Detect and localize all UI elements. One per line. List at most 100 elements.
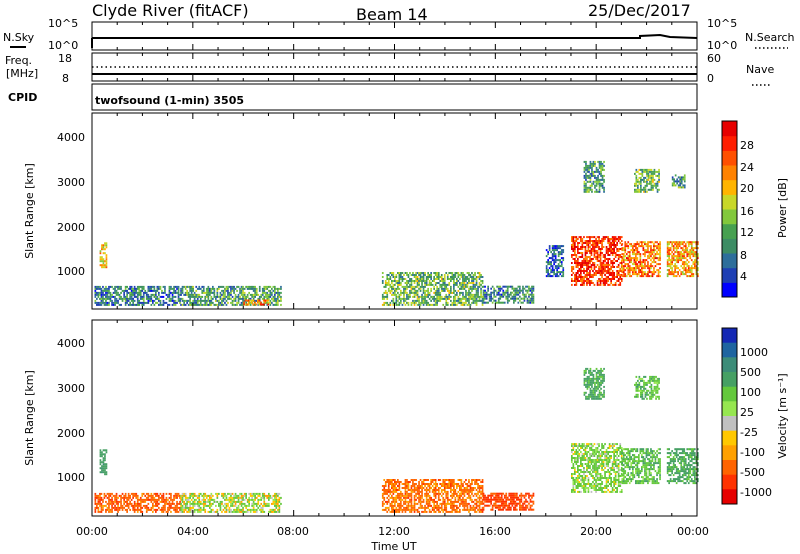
data-cell — [472, 280, 475, 282]
data-cell — [161, 303, 163, 306]
data-cell — [274, 293, 276, 296]
data-cell — [481, 297, 484, 300]
data-cell — [395, 500, 398, 503]
data-cell — [475, 278, 478, 280]
data-cell — [465, 504, 467, 507]
data-cell — [683, 180, 686, 183]
data-cell — [392, 287, 395, 290]
data-cell — [136, 287, 139, 290]
data-cell — [610, 252, 612, 254]
data-cell — [608, 238, 611, 240]
data-cell — [272, 508, 275, 511]
data-cell — [636, 253, 639, 256]
data-cell — [387, 489, 390, 491]
data-cell — [650, 255, 652, 258]
data-cell — [161, 508, 163, 511]
data-cell — [196, 303, 199, 306]
data-cell — [224, 289, 226, 292]
data-cell — [139, 500, 142, 503]
data-cell — [516, 293, 518, 296]
data-cell — [398, 295, 401, 298]
data-cell — [234, 303, 237, 306]
data-cell — [111, 504, 113, 507]
data-cell — [205, 295, 208, 298]
data-cell — [186, 301, 188, 304]
data-cell — [401, 492, 404, 495]
data-cell — [280, 295, 282, 298]
data-cell — [152, 498, 154, 501]
data-cell — [165, 492, 168, 495]
data-cell — [132, 303, 134, 306]
data-cell — [672, 273, 675, 276]
data-cell — [584, 250, 587, 252]
data-cell — [659, 255, 661, 258]
data-cell — [190, 492, 193, 495]
data-cell — [694, 253, 696, 256]
data-cell — [443, 297, 446, 300]
data-cell — [123, 502, 125, 505]
data-cell — [196, 500, 199, 503]
data-cell — [642, 273, 645, 276]
data-cell — [394, 280, 396, 282]
data-cell — [474, 274, 476, 276]
data-cell — [553, 273, 555, 276]
data-cell — [669, 247, 672, 250]
data-cell — [383, 490, 386, 493]
data-cell — [562, 271, 565, 274]
data-cell — [394, 289, 396, 292]
data-cell — [174, 494, 177, 497]
data-cell — [462, 490, 464, 493]
data-cell — [678, 259, 681, 262]
data-cell — [240, 492, 243, 495]
data-cell — [391, 287, 393, 290]
data-cell — [472, 500, 475, 503]
data-cell — [278, 498, 281, 501]
data-cell — [416, 278, 419, 280]
data-cell — [266, 504, 269, 507]
data-cell — [459, 291, 461, 294]
data-cell — [462, 282, 464, 284]
data-cell — [198, 496, 201, 499]
data-cell — [453, 485, 455, 487]
data-cell — [594, 190, 596, 193]
data-cell — [260, 510, 263, 513]
data-cell — [656, 269, 658, 272]
data-cell — [180, 297, 182, 300]
data-cell — [165, 500, 168, 503]
data-cell — [403, 506, 405, 509]
data-cell — [635, 182, 638, 185]
data-cell — [443, 489, 446, 491]
data-cell — [422, 301, 425, 304]
data-cell — [427, 293, 429, 296]
data-cell — [583, 176, 586, 179]
data-cell — [403, 502, 405, 505]
data-cell — [519, 299, 521, 302]
data-cell — [430, 299, 432, 302]
data-cell — [472, 504, 475, 507]
data-cell — [234, 299, 237, 302]
data-cell — [657, 249, 660, 252]
data-cell — [198, 303, 201, 306]
data-cell — [136, 494, 139, 497]
data-cell — [123, 498, 125, 501]
data-cell — [269, 303, 272, 306]
data-cell — [421, 481, 423, 483]
data-cell — [215, 295, 217, 298]
data-cell — [597, 174, 599, 177]
data-cell — [428, 504, 431, 507]
data-cell — [136, 297, 139, 300]
data-cell — [391, 510, 393, 513]
data-cell — [692, 249, 695, 252]
data-cell — [204, 291, 207, 294]
data-cell — [397, 280, 399, 282]
data-cell — [639, 271, 642, 274]
data-cell — [94, 508, 97, 511]
data-cell — [440, 490, 443, 493]
data-cell — [262, 303, 265, 306]
data-cell — [171, 303, 174, 306]
data-cell — [475, 299, 478, 302]
data-cell — [150, 287, 153, 290]
data-cell — [592, 282, 594, 284]
data-cell — [484, 297, 486, 300]
data-cell — [577, 258, 579, 260]
